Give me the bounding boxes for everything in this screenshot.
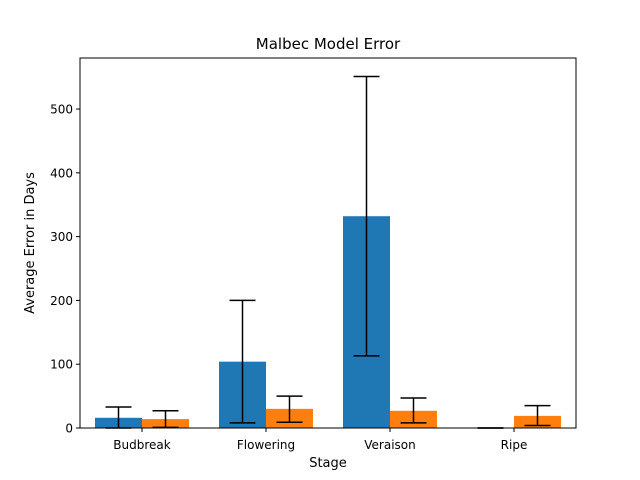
y-tick-label-300: 300 [50,230,73,244]
y-tick-label-200: 200 [50,294,73,308]
x-tick-label-flowering: Flowering [237,438,295,452]
y-tick-label-500: 500 [50,103,73,117]
y-tick-label-0: 0 [65,422,73,436]
y-axis-label: Average Error in Days [23,172,38,314]
x-axis: Budbreak Flowering Veraison Ripe [113,428,527,452]
x-axis-label: Stage [309,456,347,471]
x-tick-label-budbreak: Budbreak [113,438,170,452]
chart-title: Malbec Model Error [256,35,401,53]
x-tick-label-ripe: Ripe [501,438,528,452]
y-tick-label-100: 100 [50,358,73,372]
y-tick-label-400: 400 [50,166,73,180]
y-axis: 0 100 200 300 400 500 [50,103,80,436]
axes-frame [79,57,577,429]
x-tick-label-veraison: Veraison [364,438,415,452]
